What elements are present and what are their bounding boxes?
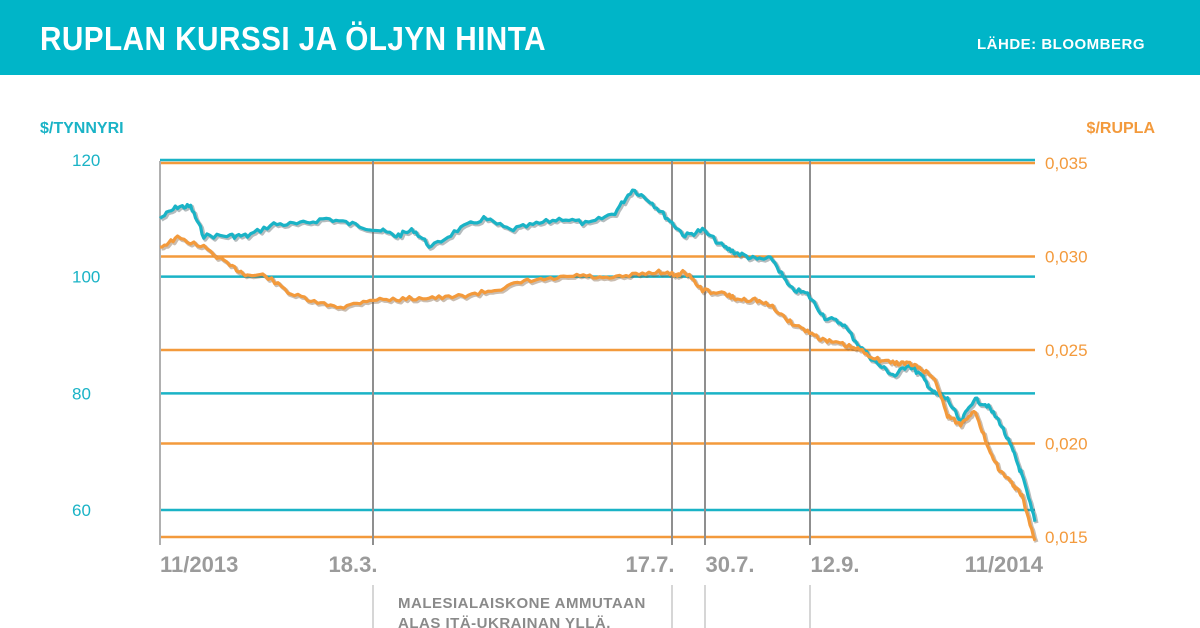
right-tick-labels: 0,035 0,030 0,025 0,020 0,015 <box>1045 154 1088 547</box>
x-tick-label: 12.9. <box>811 552 860 577</box>
left-tick-labels: 120 100 80 60 <box>72 151 100 520</box>
oil-line-shadow <box>160 189 1039 524</box>
right-tick-label: 0,025 <box>1045 341 1088 360</box>
oil-price-line <box>159 188 1037 523</box>
x-tick-label: 11/2013 <box>160 552 238 577</box>
event-annotations: MALESIALAISKONE AMMUTAAN ALAS ITÄ-UKRAINA… <box>398 595 989 628</box>
right-tick-label: 0,015 <box>1045 528 1088 547</box>
right-tick-label: 0,035 <box>1045 154 1088 173</box>
event-annotation-text: ALAS ITÄ-UKRAINAN YLLÄ. <box>398 615 611 628</box>
ruble-line-shadow <box>161 235 1039 543</box>
right-tick-label: 0,030 <box>1045 248 1088 267</box>
left-gridlines <box>160 158 1035 512</box>
chart-title: RUPLAN KURSSI JA ÖLJYN HINTA <box>40 20 546 57</box>
x-tick-labels: 11/2013 18.3. 17.7. 30.7. 12.9. 11/2014 <box>160 552 1044 577</box>
x-tick-label: 17.7. <box>626 552 675 577</box>
x-tick-label: 11/2014 <box>965 552 1044 577</box>
right-gridlines <box>160 161 1035 539</box>
series-lines <box>159 188 1039 543</box>
right-axis-title: $/RUPLA <box>1087 120 1156 137</box>
left-tick-label: 120 <box>72 151 100 170</box>
source-label: LÄHDE: BLOOMBERG <box>977 36 1145 53</box>
ruble-rate-line <box>159 234 1037 542</box>
event-annotation-text: EU JA YHDYSVALLAT ILMOITTAVAT <box>718 625 989 628</box>
x-tick-label: 18.3. <box>329 552 378 577</box>
left-tick-label: 80 <box>72 384 91 403</box>
x-tick-label: 30.7. <box>706 552 755 577</box>
left-tick-label: 100 <box>72 268 100 287</box>
left-axis-title: $/TYNNYRI <box>40 120 124 137</box>
header-banner: RUPLAN KURSSI JA ÖLJYN HINTA LÄHDE: BLOO… <box>0 0 1200 75</box>
right-tick-label: 0,020 <box>1045 435 1088 454</box>
left-tick-label: 60 <box>72 501 91 520</box>
event-annotation-text: MALESIALAISKONE AMMUTAAN <box>398 595 646 612</box>
